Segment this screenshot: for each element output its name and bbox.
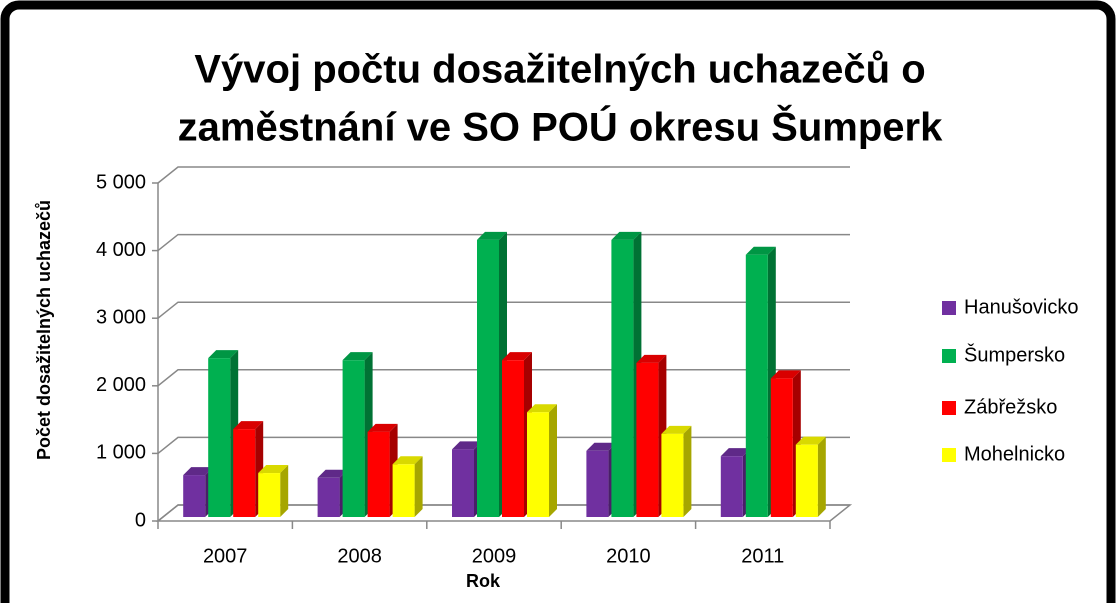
bar-top [636, 354, 667, 363]
bar [770, 378, 793, 517]
bar-top [342, 352, 373, 361]
bar [636, 362, 659, 517]
bar-side [817, 436, 826, 517]
legend-label: Hanušovicko [964, 296, 1079, 318]
bar [452, 449, 474, 517]
bar [367, 431, 390, 517]
bar-top [770, 370, 801, 379]
legend-swatch [942, 401, 956, 415]
chart-subtitle: zaměstnání ve SO POÚ okresu Šumperk [178, 104, 943, 150]
bar-top [502, 352, 532, 361]
y-tick-label: 2 000 [96, 374, 146, 396]
y-tick-label: 3 000 [96, 306, 146, 328]
x-tick-label: 2009 [472, 545, 517, 567]
bar-top [720, 448, 751, 457]
x-tick-label: 2008 [337, 545, 382, 567]
bar-top [795, 436, 826, 445]
legend-swatch [942, 301, 956, 315]
bar-side [683, 425, 692, 517]
bar-top [258, 465, 289, 474]
bar [477, 239, 499, 517]
bar [611, 239, 634, 517]
bar-top [208, 350, 239, 359]
bar [233, 429, 256, 517]
bar [258, 473, 281, 517]
y-tick-label: 4 000 [96, 239, 146, 261]
bar [208, 358, 231, 517]
bar-top [317, 469, 348, 478]
bar-top [745, 246, 776, 255]
x-tick-label: 2007 [203, 545, 248, 567]
bar-top [477, 231, 507, 240]
y-tick-label: 0 [135, 509, 146, 531]
bar [342, 360, 365, 517]
bar [317, 477, 340, 517]
bar-top [661, 425, 692, 434]
legend-label: Zábřežsko [964, 396, 1057, 418]
chart-title: Vývoj počtu dosažitelných uchazečů o [194, 48, 925, 92]
bar-top [452, 441, 482, 450]
bar-side [280, 465, 289, 517]
bar-side [549, 404, 557, 517]
legend-label: Šumpersko [964, 343, 1065, 366]
x-tick-label: 2010 [606, 545, 651, 567]
bar [183, 475, 206, 517]
y-tick-label: 1 000 [96, 442, 146, 464]
bar [720, 456, 743, 517]
y-axis-title: Počet dosažitelných uchazečů [34, 200, 54, 460]
bar-top [527, 404, 557, 413]
bar-side [414, 456, 423, 517]
bar [392, 464, 415, 517]
bar-top [233, 421, 264, 430]
bar-top [586, 442, 617, 451]
bar-top [183, 467, 214, 476]
bar-top [611, 231, 642, 240]
legend-swatch [942, 349, 956, 363]
bar [745, 254, 768, 517]
bar [527, 412, 549, 517]
legend-label: Mohelnicko [964, 443, 1065, 465]
grid-line [157, 166, 850, 184]
bar-top [392, 456, 423, 465]
bar [795, 444, 818, 517]
x-tick-label: 2011 [741, 545, 784, 567]
bar [502, 360, 524, 517]
bar [661, 433, 684, 517]
x-axis-title: Rok [466, 571, 501, 591]
bar [586, 450, 609, 517]
bar-top [367, 423, 398, 432]
y-tick-label: 5 000 [96, 171, 146, 193]
legend-swatch [942, 448, 956, 462]
